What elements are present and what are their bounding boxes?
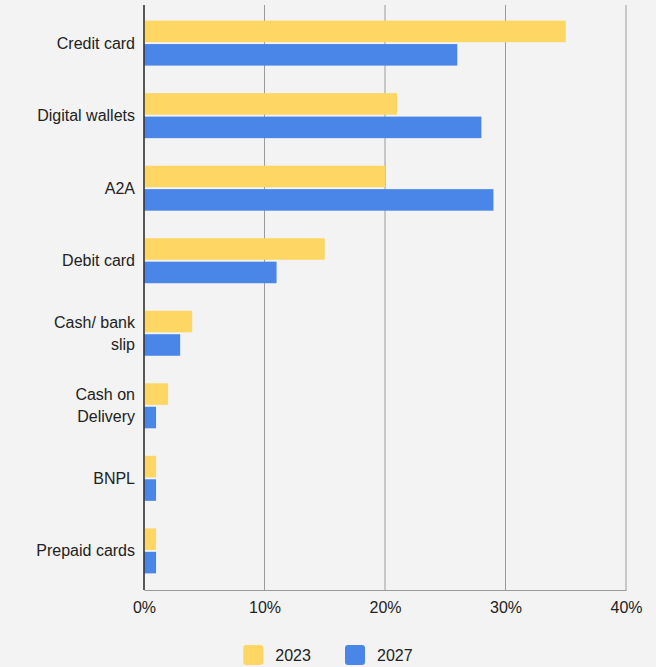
category-label: Credit card (57, 35, 135, 52)
grid-line (144, 5, 145, 590)
legend-swatch (345, 645, 365, 665)
y-axis-line (143, 5, 145, 590)
tick: 40% (610, 590, 642, 616)
x-axis-line (145, 590, 627, 591)
y-axis: Credit card Digital wallets A2A Debit card C… (36, 35, 136, 560)
grid-line (626, 5, 627, 590)
tick-label: 40% (610, 599, 642, 616)
bar (144, 117, 481, 139)
bar (144, 479, 156, 501)
category-label: A2A (105, 180, 136, 197)
category-label: Cash/ bankslip (54, 314, 136, 353)
tick-label: 10% (249, 599, 281, 616)
bar (144, 456, 156, 478)
category-label: Cash onDelivery (75, 386, 135, 425)
category-label: Prepaid cards (36, 542, 135, 559)
bar (144, 238, 325, 260)
bar (144, 552, 156, 574)
bar (144, 311, 192, 333)
tick-label: 20% (369, 599, 401, 616)
tick-label: 0% (133, 599, 156, 616)
legend-item: 2027 (345, 645, 413, 665)
grid-line (505, 5, 506, 590)
grid-line (385, 5, 386, 590)
bar (144, 334, 180, 356)
bars (144, 21, 566, 574)
bar (144, 189, 493, 211)
tick: 20% (369, 590, 401, 616)
grid-line (264, 5, 265, 590)
chart: 0% 10% 20% 30% 40% Credit card Digital wallets… (0, 0, 656, 667)
bar (144, 528, 156, 550)
bar (144, 262, 277, 284)
tick: 10% (249, 590, 281, 616)
bar (144, 166, 385, 188)
tick: 0% (133, 590, 156, 616)
legend-label: 2023 (275, 647, 311, 664)
category-label: Digital wallets (37, 107, 135, 124)
bar (144, 93, 397, 115)
bar (144, 383, 168, 405)
bar (144, 44, 457, 66)
legend-item: 2023 (243, 645, 311, 665)
tick-label: 30% (490, 599, 522, 616)
grid (144, 5, 626, 590)
legend: 2023 2027 (243, 645, 412, 665)
legend-swatch (243, 645, 263, 665)
x-axis: 0% 10% 20% 30% 40% (133, 590, 643, 616)
bar (144, 21, 566, 43)
legend-label: 2027 (377, 647, 413, 664)
tick: 30% (490, 590, 522, 616)
category-label: Debit card (62, 252, 135, 269)
category-label: BNPL (93, 470, 135, 487)
bar (144, 407, 156, 429)
